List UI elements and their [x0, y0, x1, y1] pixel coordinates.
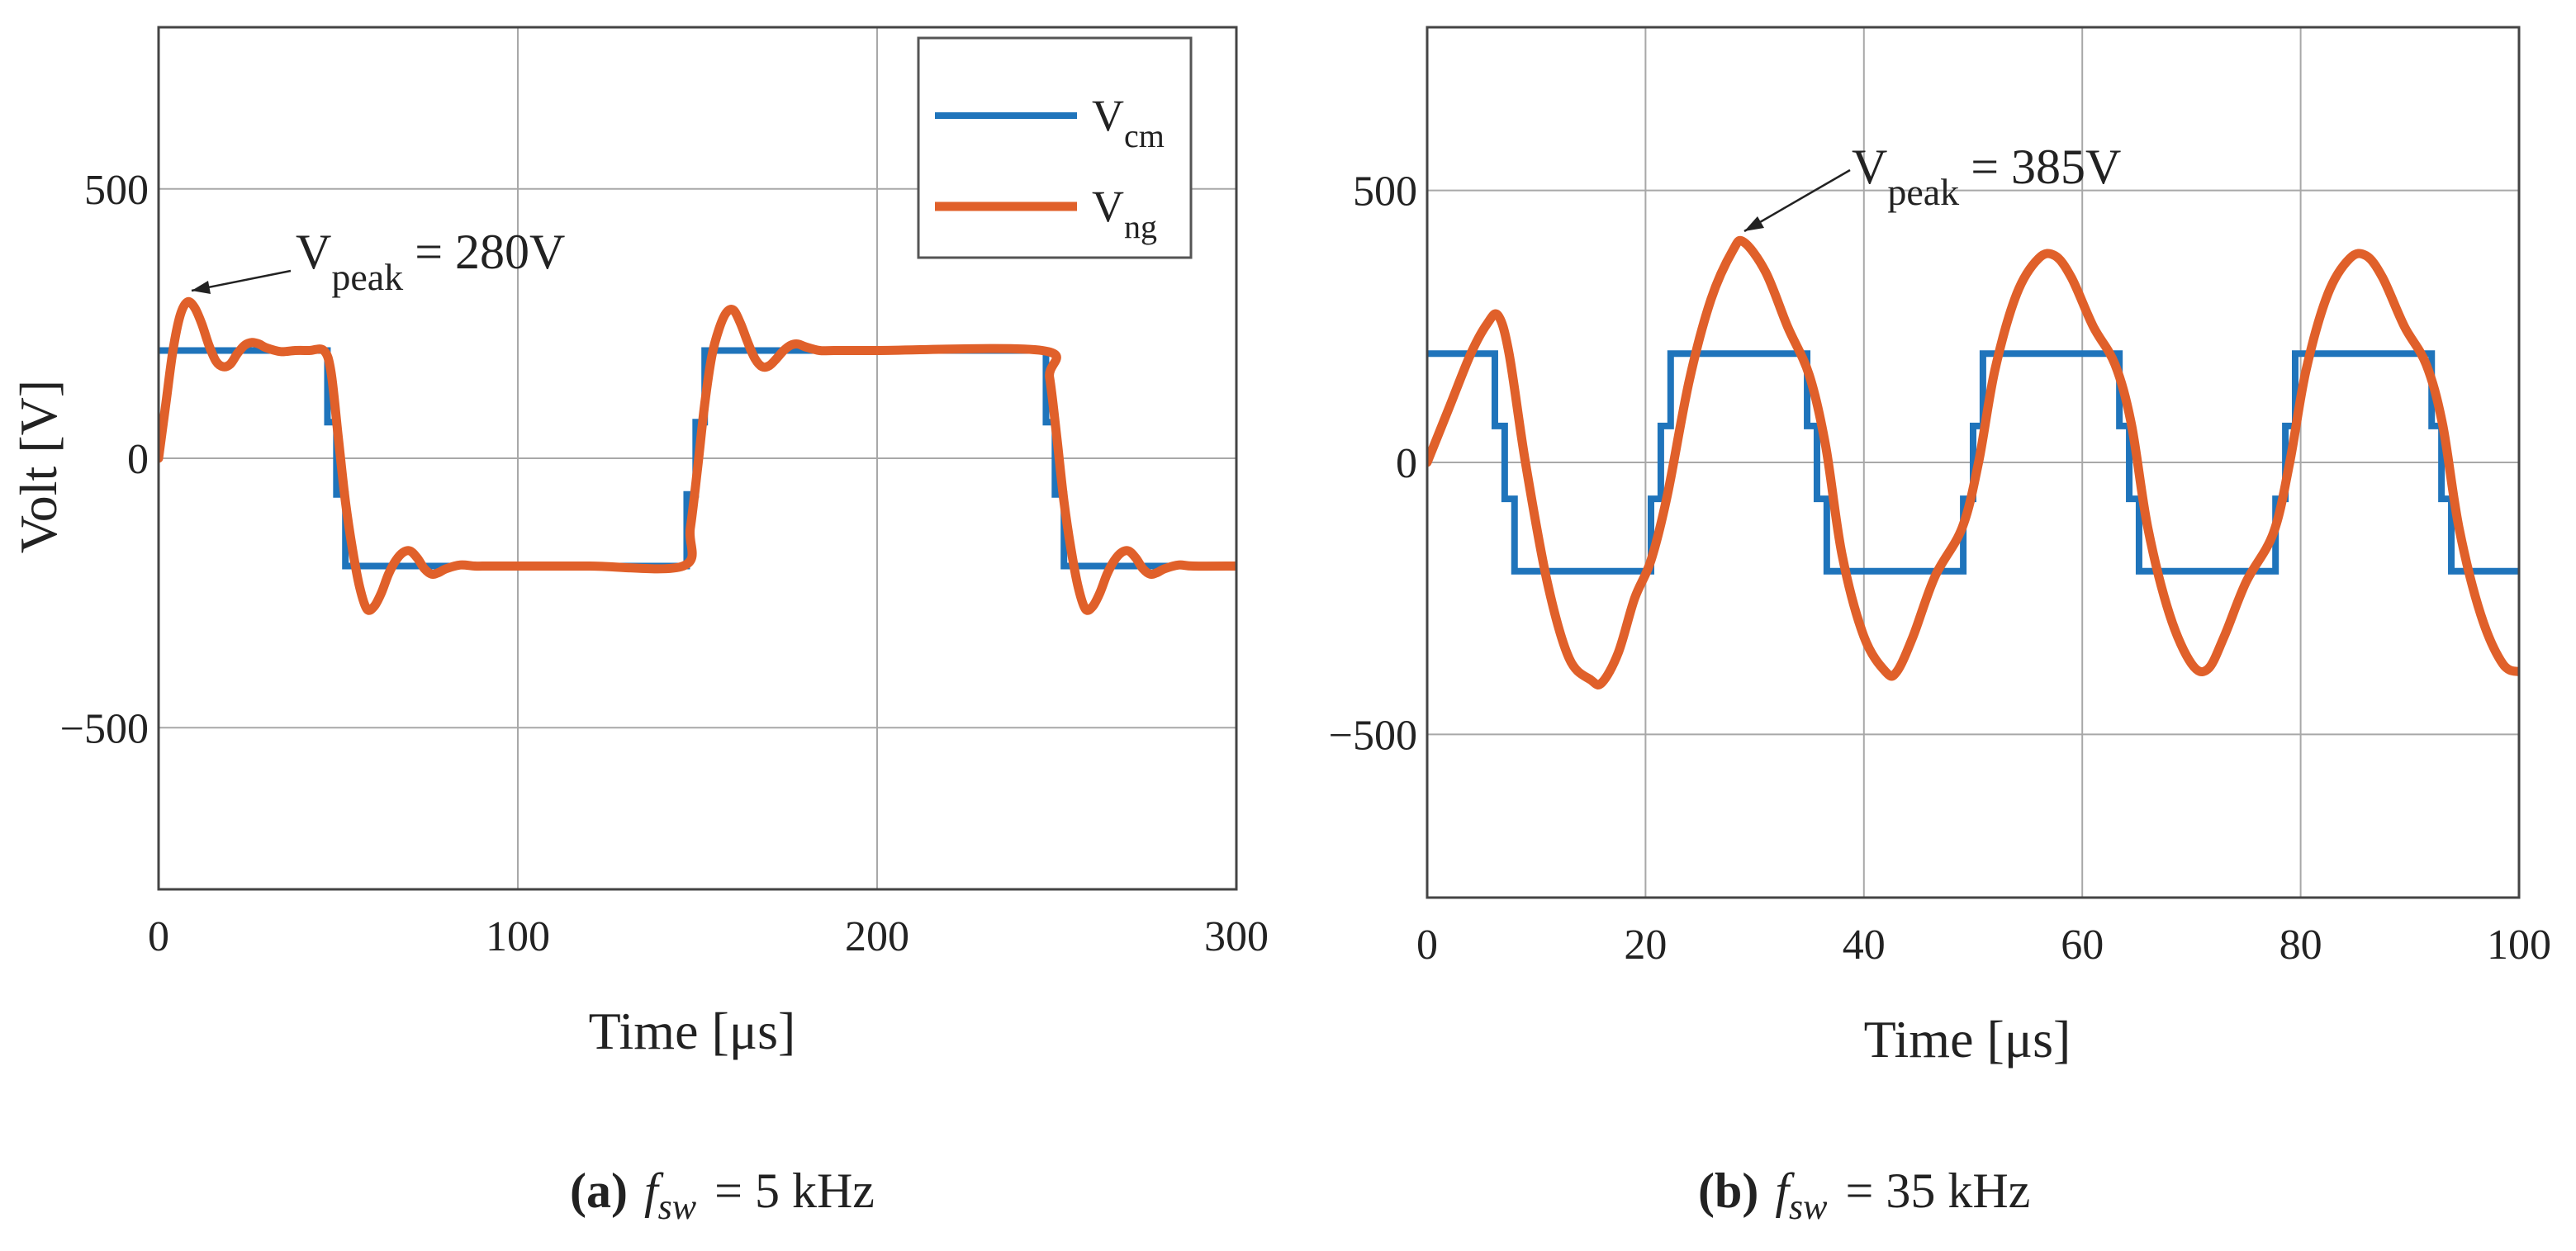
legend-box — [917, 36, 1193, 259]
panel-b-peak-label: Vpeak = 385V — [1852, 140, 2121, 213]
x-tick-label: 300 — [1204, 913, 1269, 960]
legend-label-vcm: Vcm — [1092, 91, 1165, 154]
panel-a-peak-annotation: Vpeak = 280V — [191, 225, 565, 298]
x-tick-label: 0 — [148, 913, 169, 960]
panel-b-caption: (b) fsw = 35 kHz — [1698, 1163, 2030, 1227]
panel-b-peak-arrow — [1743, 168, 1851, 233]
x-tick-label: 100 — [486, 913, 550, 960]
panel-a-legend: Vcm Vng — [917, 36, 1193, 259]
panel-a-series — [159, 296, 1236, 615]
panel-a-y-ticks: −500 0 500 — [60, 167, 149, 753]
x-tick-label: 60 — [2061, 922, 2104, 969]
x-tick-label: 0 — [1416, 922, 1438, 969]
panel-a-y-axis-title: Volt [V] — [9, 380, 68, 553]
y-tick-label: 0 — [1396, 440, 1417, 487]
panel-b-peak-annotation: Vpeak = 385V — [1743, 140, 2121, 233]
panel-a-chart: 0 100 200 300 −500 0 500 Time [μs] Volt [V] V… — [9, 26, 1269, 1227]
x-tick-label: 20 — [1624, 922, 1667, 969]
panel-a-peak-arrowhead — [192, 281, 211, 294]
legend-label-vng: Vng — [1092, 182, 1157, 245]
x-tick-label: 40 — [1843, 922, 1886, 969]
x-tick-label: 80 — [2279, 922, 2322, 969]
panel-b-chart: 0 20 40 60 80 100 −500 0 500 Time [μs] Vpeak = 3… — [1329, 26, 2551, 1227]
panel-a-caption: (a) fsw = 5 kHz — [570, 1163, 875, 1227]
panel-b-peak-arrowhead — [1744, 216, 1764, 231]
panel-b-y-ticks: −500 0 500 — [1329, 168, 1417, 760]
panel-a-x-axis-title: Time [μs] — [589, 1002, 796, 1060]
panel-a-peak-label: Vpeak = 280V — [296, 225, 565, 298]
x-tick-label: 200 — [845, 913, 909, 960]
panel-b-x-axis-title: Time [μs] — [1864, 1010, 2071, 1069]
x-tick-label: 100 — [2487, 922, 2551, 969]
panel-a-plot-frame — [157, 26, 1238, 891]
series-line-vng-panel-b — [1427, 235, 2519, 689]
y-tick-label: 0 — [127, 436, 149, 483]
y-tick-label: 500 — [84, 167, 149, 214]
panel-b-series — [1427, 235, 2519, 689]
panel-b-plot-frame — [1426, 26, 2521, 899]
y-tick-label: −500 — [1329, 712, 1417, 759]
y-tick-label: 500 — [1353, 168, 1417, 216]
panel-b-x-ticks: 0 20 40 60 80 100 — [1416, 922, 2551, 969]
series-line-vcm-panel-a — [159, 347, 1236, 570]
series-line-vng-panel-a — [159, 296, 1236, 615]
y-tick-label: −500 — [60, 705, 149, 752]
panel-a-x-ticks: 0 100 200 300 — [148, 913, 1269, 960]
